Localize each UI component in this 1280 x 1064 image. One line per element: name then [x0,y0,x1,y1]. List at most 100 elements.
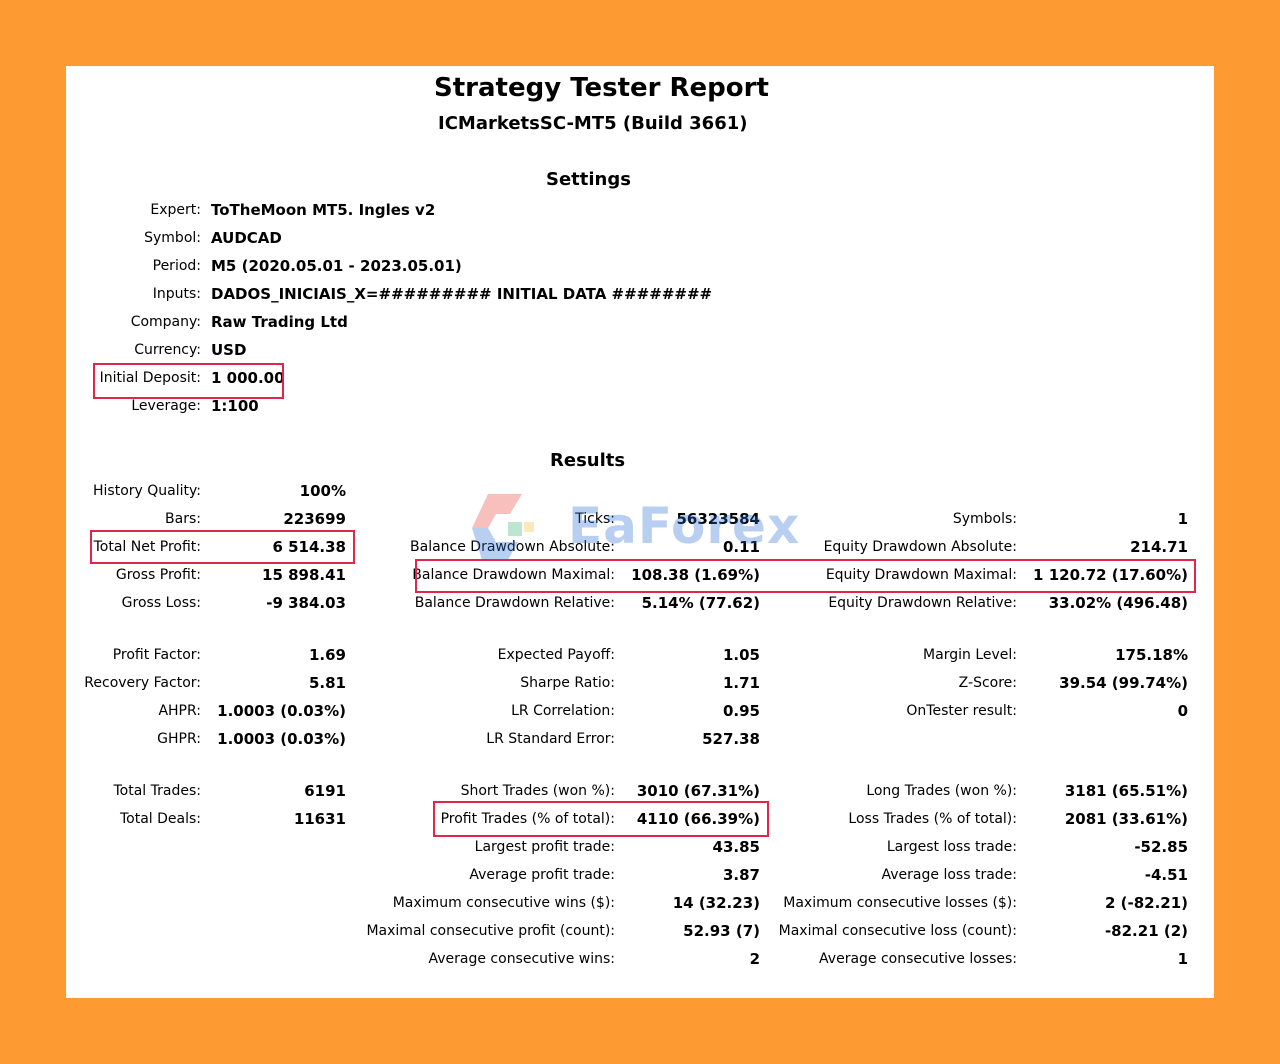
result-value-profit-trades: 4110 (66.39%) [636,810,760,828]
result-value-equity-dd-absolute: 214.71 [1130,538,1188,556]
settings-label-initial-deposit: Initial Deposit: [99,370,201,386]
result-value-expected-payoff: 1.05 [722,646,760,664]
result-value-symbols: 1 [1177,510,1188,528]
result-value-largest-loss-trade: -52.85 [1134,838,1188,856]
settings-value-period: M5 (2020.05.01 - 2023.05.01) [211,257,462,275]
result-label-total-trades: Total Trades: [113,783,202,799]
result-value-bars: 223699 [283,510,346,528]
result-value-average-consecutive-losses: 1 [1177,950,1188,968]
eaforex-watermark: EaForex [458,488,838,566]
result-value-ahpr: 1.0003 (0.03%) [217,702,346,720]
result-label-equity-dd-relative: Equity Drawdown Relative: [828,595,1017,611]
result-label-total-net-profit: Total Net Profit: [93,539,201,555]
highlight-initial-deposit [93,363,284,399]
settings-heading: Settings [546,169,631,190]
result-value-loss-trades: 2081 (33.61%) [1064,810,1188,828]
result-label-symbols: Symbols: [952,511,1017,527]
result-label-ontester-result: OnTester result: [906,703,1017,719]
result-label-max-consecutive-wins: Maximum consecutive wins ($): [392,895,615,911]
result-value-gross-profit: 15 898.41 [262,566,346,584]
result-label-equity-dd-maximal: Equity Drawdown Maximal: [825,567,1017,583]
settings-label-currency: Currency: [134,342,201,358]
result-value-balance-dd-relative: 5.14% (77.62) [641,594,760,612]
settings-value-symbol: AUDCAD [211,229,282,247]
result-label-maximal-consecutive-profit: Maximal consecutive profit (count): [366,923,615,939]
result-value-lr-correlation: 0.95 [722,702,760,720]
eaforex-logo-icon [472,494,534,560]
result-label-gross-profit: Gross Profit: [115,567,201,583]
settings-label-company: Company: [130,314,201,330]
result-label-profit-factor: Profit Factor: [112,647,201,663]
result-value-short-trades: 3010 (67.31%) [636,782,760,800]
result-label-long-trades: Long Trades (won %): [866,783,1017,799]
result-label-maximal-consecutive-loss: Maximal consecutive loss (count): [778,923,1017,939]
result-value-equity-dd-relative: 33.02% (496.48) [1048,594,1188,612]
result-value-max-consecutive-wins: 14 (32.23) [672,894,760,912]
report-subtitle: ICMarketsSC-MT5 (Build 3661) [438,113,748,134]
result-value-ticks: 56323584 [676,510,761,528]
result-value-balance-dd-maximal: 108.38 (1.69%) [631,566,760,584]
result-label-z-score: Z-Score: [958,675,1017,691]
result-label-equity-dd-absolute: Equity Drawdown Absolute: [823,539,1017,555]
result-label-margin-level: Margin Level: [923,647,1017,663]
result-value-lr-standard-error: 527.38 [702,730,760,748]
result-value-ontester-result: 0 [1177,702,1188,720]
result-label-largest-profit-trade: Largest profit trade: [474,839,615,855]
result-label-average-consecutive-wins: Average consecutive wins: [428,951,615,967]
highlight-total-net-profit [90,530,355,564]
watermark-text: EaForex [568,497,801,555]
result-value-largest-profit-trade: 43.85 [712,838,760,856]
result-value-long-trades: 3181 (65.51%) [1064,782,1188,800]
settings-value-currency: USD [211,341,247,359]
result-value-max-consecutive-losses: 2 (-82.21) [1104,894,1188,912]
result-value-balance-dd-absolute: 0.11 [722,538,760,556]
result-value-margin-level: 175.18% [1115,646,1188,664]
settings-value-company: Raw Trading Ltd [211,313,348,331]
result-label-ticks: Ticks: [575,511,615,527]
result-value-history-quality: 100% [299,482,346,500]
result-value-profit-factor: 1.69 [308,646,346,664]
result-label-loss-trades: Loss Trades (% of total): [848,811,1017,827]
result-label-history-quality: History Quality: [93,483,201,499]
result-value-equity-dd-maximal: 1 120.72 (17.60%) [1033,566,1188,584]
result-value-total-net-profit: 6 514.38 [272,538,346,556]
settings-label-period: Period: [152,258,201,274]
result-label-ahpr: AHPR: [158,703,201,719]
result-label-average-consecutive-losses: Average consecutive losses: [819,951,1017,967]
settings-value-inputs: DADOS_INICIAIS_X=######### INITIAL DATA … [211,285,713,303]
result-label-profit-trades: Profit Trades (% of total): [440,811,615,827]
result-label-average-profit-trade: Average profit trade: [469,867,615,883]
result-label-sharpe-ratio: Sharpe Ratio: [520,675,615,691]
result-label-bars: Bars: [165,511,201,527]
settings-label-expert: Expert: [150,202,201,218]
result-value-average-loss-trade: -4.51 [1144,866,1188,884]
results-heading: Results [550,450,626,471]
settings-value-initial-deposit: 1 000.00 [211,369,285,387]
result-value-gross-loss: -9 384.03 [266,594,346,612]
result-label-gross-loss: Gross Loss: [121,595,201,611]
result-value-z-score: 39.54 (99.74%) [1059,674,1188,692]
result-label-expected-payoff: Expected Payoff: [497,647,615,663]
result-label-balance-dd-maximal: Balance Drawdown Maximal: [412,567,615,583]
result-label-short-trades: Short Trades (won %): [460,783,615,799]
result-value-average-consecutive-wins: 2 [749,950,760,968]
settings-label-symbol: Symbol: [144,230,201,246]
result-label-ghpr: GHPR: [157,731,201,747]
highlight-profit-trades [433,801,769,837]
report-page: Strategy Tester Report ICMarketsSC-MT5 (… [66,66,1214,998]
result-label-recovery-factor: Recovery Factor: [84,675,201,691]
result-value-maximal-consecutive-loss: -82.21 (2) [1104,922,1188,940]
highlight-balance-dd-maximal [415,559,1196,593]
result-label-total-deals: Total Deals: [119,811,201,827]
settings-value-expert: ToTheMoon MT5. Ingles v2 [211,201,436,219]
settings-label-leverage: Leverage: [131,398,201,414]
result-value-ghpr: 1.0003 (0.03%) [217,730,346,748]
result-value-average-profit-trade: 3.87 [722,866,760,884]
result-value-sharpe-ratio: 1.71 [722,674,760,692]
result-label-largest-loss-trade: Largest loss trade: [886,839,1017,855]
result-value-maximal-consecutive-profit: 52.93 (7) [683,922,760,940]
result-label-max-consecutive-losses: Maximum consecutive losses ($): [783,895,1017,911]
result-value-recovery-factor: 5.81 [308,674,346,692]
result-label-average-loss-trade: Average loss trade: [881,867,1017,883]
result-label-lr-standard-error: LR Standard Error: [486,731,615,747]
